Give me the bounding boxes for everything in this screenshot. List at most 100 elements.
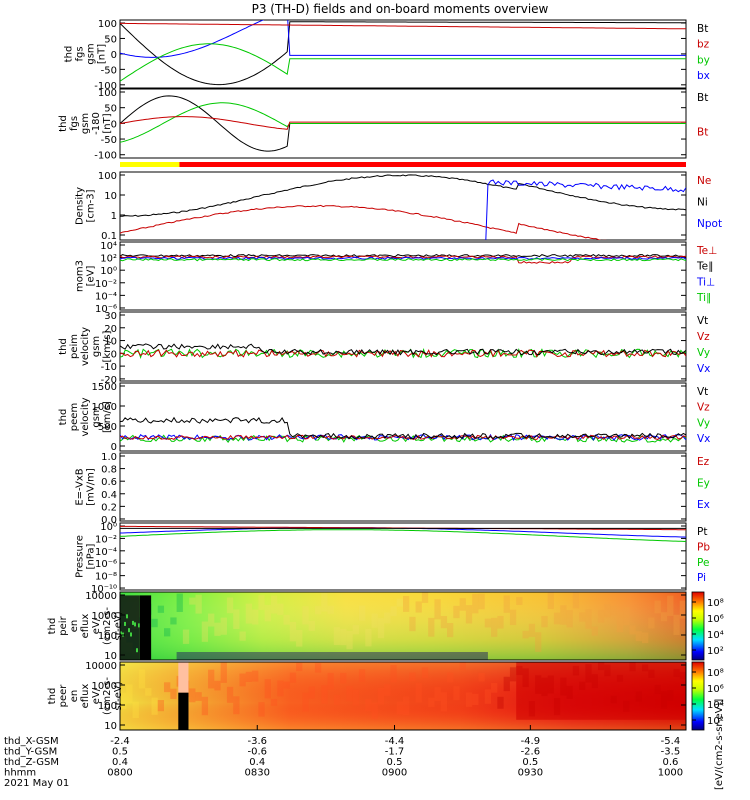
heatmap-cell [201, 621, 209, 642]
y-axis-label-line: sr-eV) [113, 681, 124, 710]
y-tick-label: 10⁰ [100, 522, 117, 533]
heatmap-cell [126, 684, 133, 704]
panel-frame [119, 311, 687, 382]
trace-vz [120, 434, 686, 441]
x-axis-value: 0830 [245, 768, 270, 779]
heatmap-cell [384, 684, 391, 696]
heatmap-cell [252, 670, 259, 682]
x-axis-value: 0.6 [662, 757, 678, 768]
colorbar-tick-label: 10² [707, 646, 724, 657]
y-tick-label: 10⁻² [95, 279, 117, 290]
y-tick-label: -10 [101, 362, 117, 373]
y-axis-label: thd peer en eflux eV/(cm2-s-sr-eV) [47, 677, 124, 715]
traces [120, 416, 686, 444]
heatmap-cell [566, 610, 573, 628]
legend-entry: Vx [697, 363, 710, 375]
y-tick-label: 0 [111, 442, 117, 453]
trace-bz [120, 22, 686, 30]
y-axis-label: thd peem velocity gsm [km/s] [58, 397, 113, 436]
trace-te-par [120, 253, 686, 258]
legend-entry: Vx [697, 433, 710, 445]
y-tick-label: 100 [98, 88, 117, 99]
heatmap-cell [434, 687, 441, 701]
heatmap-cell [560, 605, 567, 625]
trace-bz [120, 116, 686, 130]
panel-peim_velocity: 30 20 100 -10 -20 thd peim velocity gsm [km/s] Vt V… [58, 311, 710, 386]
heatmap-cell [195, 692, 202, 701]
heatmap-cell [553, 612, 561, 625]
heatmap-cell [610, 605, 617, 616]
y-axis-label-line: en [69, 620, 80, 633]
legend-entry: bx [697, 70, 710, 82]
x-axis-row-label: hhmm [4, 768, 36, 779]
heatmap-cell [535, 632, 542, 652]
x-axis-value: -4.4 [385, 736, 405, 747]
trace-pe [120, 529, 686, 542]
y-axis-label-line: peer [58, 684, 69, 708]
panel-frame [119, 19, 687, 89]
heatmap-cell [616, 611, 624, 633]
y-axis-label-line: eV/ [91, 617, 102, 634]
heatmap-cell [283, 614, 290, 625]
heatmap-cell [415, 683, 422, 703]
heatmap-cell [440, 692, 448, 712]
x-axis: thd_X-GSM -2.4 -3.6 -4.4 -4.9 -5.4 thd_Y-GSM 0.… [4, 699, 725, 790]
heatmap-cell [453, 686, 460, 701]
heatmap-cell [579, 612, 586, 622]
legend-entry: Vz [697, 402, 710, 414]
y-axis-label-line: thd [58, 409, 69, 426]
heatmap-cell [415, 601, 422, 613]
y-tick-label: 10000 [85, 661, 117, 672]
heatmap-cell [604, 603, 611, 618]
heatmap-cell [220, 662, 227, 683]
heatmap-cell [134, 622, 136, 627]
heatmap-cell [239, 631, 246, 641]
heatmap-cell [472, 693, 479, 706]
heatmap-cell [371, 613, 378, 628]
heatmap-cell [648, 617, 655, 629]
heatmap-cell [283, 681, 290, 689]
heatmap-cell [182, 629, 190, 644]
heatmap-cell [377, 687, 385, 705]
trace-ne [120, 204, 607, 240]
heatmap-cell [346, 686, 353, 702]
heatmap-cell [572, 592, 580, 609]
y-axis-label-line: Pressure [75, 535, 86, 578]
y-axis-label: Density [cm-3] [75, 187, 97, 225]
y-tick-label: 1.0 [101, 452, 117, 463]
heatmap-cell [384, 612, 391, 624]
x-axis-value: -3.5 [661, 747, 681, 758]
colorbar-tick-label: 10⁸ [707, 598, 724, 609]
y-axis-label: thd peim velocity gsm [km/s] [58, 327, 113, 366]
x-axis-value: 0.5 [387, 757, 403, 768]
panel-frame [119, 382, 687, 452]
y-tick-label: 10⁻⁴ [95, 291, 117, 302]
heatmap-cell [679, 600, 686, 619]
heatmap-cell [352, 625, 359, 635]
heatmap-cell [220, 617, 227, 635]
x-axis-value: 0.4 [249, 757, 265, 768]
mode-bar-slow [120, 162, 180, 167]
y-axis-label: thd peir en eflux eV/(cm2-s-sr-eV) [47, 607, 124, 645]
y-axis-label-line: [mV/m] [86, 468, 97, 506]
heatmap-cell [164, 682, 171, 693]
heatmap-cell [164, 628, 171, 637]
panel-peem_velocity: 1500 1000 500 0 thd peem velocity gsm [km/s] Vt Vz… [58, 382, 710, 453]
heatmap-cell [321, 592, 328, 612]
heatmap-cell [396, 701, 403, 715]
trace-bt [120, 21, 686, 86]
heatmap-cell [346, 631, 353, 650]
legend-entry: Pb [697, 541, 710, 553]
colorbar-tick-label: 10⁸ [707, 668, 724, 679]
y-tick-label: -100 [94, 81, 117, 92]
heatmap-cell [245, 603, 253, 624]
heatmap-cell [428, 617, 435, 637]
heatmap-cell [258, 595, 265, 610]
heatmap-cell [157, 605, 165, 613]
trace-ti-par [120, 258, 686, 262]
x-axis-value: 0.5 [112, 747, 128, 758]
y-tick-label: 100 [98, 19, 117, 30]
legend-entry: Ex [697, 499, 710, 511]
heatmap-cell [623, 607, 630, 626]
legend-entry: Bt [697, 23, 708, 35]
